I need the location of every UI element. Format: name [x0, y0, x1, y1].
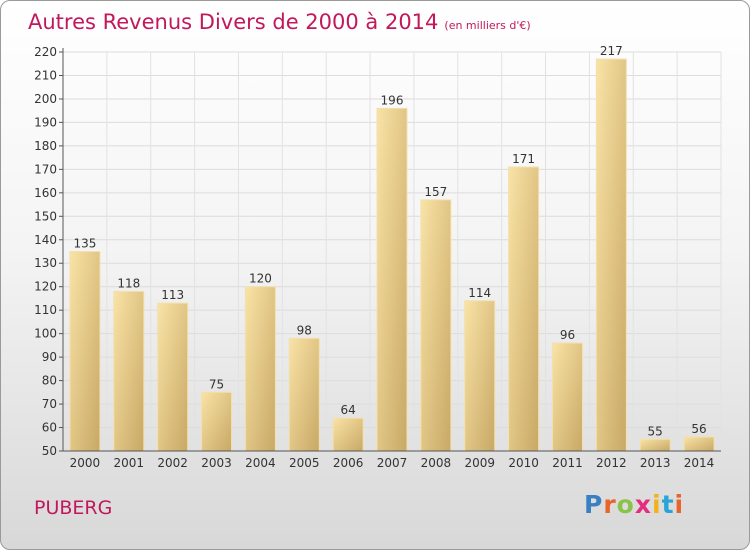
bar-2003	[201, 391, 233, 452]
x-tick-label-2009: 2009	[464, 456, 495, 470]
logo-letter: o	[616, 490, 635, 519]
value-label-2013: 55	[648, 424, 663, 438]
value-label-2004: 120	[249, 272, 272, 286]
bar-2004	[244, 286, 276, 452]
y-tick-label: 70	[42, 397, 57, 411]
y-tick-label: 90	[42, 350, 57, 364]
bar-2008	[420, 199, 452, 452]
y-tick-label: 50	[42, 444, 57, 458]
logo-letter: i	[674, 490, 685, 519]
value-label-2014: 56	[691, 422, 706, 436]
y-tick-label: 120	[34, 280, 57, 294]
y-tick-label: 110	[34, 303, 57, 317]
x-tick-label-2008: 2008	[421, 456, 452, 470]
value-label-2002: 113	[161, 288, 184, 302]
bar-2002	[157, 302, 189, 452]
bar-2005	[288, 337, 320, 452]
logo-letter: r	[603, 490, 617, 519]
logo-letter: i	[652, 490, 662, 519]
proxiti-logo: Proxiti	[584, 490, 684, 519]
x-tick-label-2000: 2000	[70, 456, 101, 470]
title-main: Autres Revenus Divers de 2000 à 2014	[28, 10, 439, 34]
x-tick-label-2004: 2004	[245, 456, 276, 470]
value-label-2011: 96	[560, 328, 575, 342]
value-label-2009: 114	[468, 286, 491, 300]
y-tick-label: 190	[34, 115, 57, 129]
chart-title: Autres Revenus Divers de 2000 à 2014 (en …	[28, 10, 531, 34]
x-tick-label-2011: 2011	[552, 456, 583, 470]
value-label-2006: 64	[340, 403, 355, 417]
bar-2010	[508, 166, 540, 452]
value-label-2010: 171	[512, 152, 535, 166]
y-tick-label: 100	[34, 327, 57, 341]
value-labels: 135 118 113 75 120 98 64 196 157 114 171 96 217 55 56	[73, 44, 706, 438]
bars	[69, 58, 715, 452]
bar-2009	[464, 300, 496, 452]
y-tick-label: 220	[34, 45, 57, 59]
y-tick-label: 60	[42, 421, 57, 435]
x-tick-label-2010: 2010	[508, 456, 539, 470]
bar-2014	[683, 436, 715, 452]
value-label-2005: 98	[297, 323, 312, 337]
x-tick-label-2003: 2003	[201, 456, 232, 470]
value-label-2001: 118	[117, 276, 140, 290]
axes: 50 60 70 80 90 100 110 120 130 140 150 160 170 180 190…	[34, 45, 721, 470]
bar-2007	[376, 107, 408, 452]
x-tick-label-2014: 2014	[684, 456, 715, 470]
bar-2011	[551, 342, 583, 452]
bar-2012	[595, 58, 627, 452]
bar-2001	[113, 290, 145, 452]
value-label-2008: 157	[424, 185, 447, 199]
y-tick-label: 130	[34, 256, 57, 270]
y-tick-label: 210	[34, 68, 57, 82]
x-tick-label-2012: 2012	[596, 456, 627, 470]
x-tick-label-2013: 2013	[640, 456, 671, 470]
y-tick-label: 80	[42, 374, 57, 388]
y-tick-label: 150	[34, 209, 57, 223]
title-unit: (en milliers d'€)	[444, 19, 531, 32]
x-tick-label-2006: 2006	[333, 456, 364, 470]
y-tick-label: 180	[34, 139, 57, 153]
city-name: PUBERG	[34, 497, 113, 519]
value-label-2012: 217	[600, 44, 623, 58]
y-tick-label: 140	[34, 233, 57, 247]
bar-2000	[69, 251, 101, 452]
x-tick-label-2001: 2001	[114, 456, 145, 470]
bar-2006	[332, 417, 364, 452]
x-tick-label-2002: 2002	[157, 456, 188, 470]
logo-letter: P	[584, 490, 604, 519]
logo-letter: t	[661, 490, 675, 519]
value-label-2007: 196	[381, 93, 404, 107]
bar-2013	[639, 438, 671, 452]
y-tick-label: 200	[34, 92, 57, 106]
value-label-2000: 135	[73, 237, 96, 251]
x-tick-label-2005: 2005	[289, 456, 320, 470]
y-tick-label: 170	[34, 162, 57, 176]
logo-letter: x	[634, 490, 652, 519]
y-tick-label: 160	[34, 186, 57, 200]
value-label-2003: 75	[209, 377, 224, 391]
x-tick-label-2007: 2007	[377, 456, 408, 470]
